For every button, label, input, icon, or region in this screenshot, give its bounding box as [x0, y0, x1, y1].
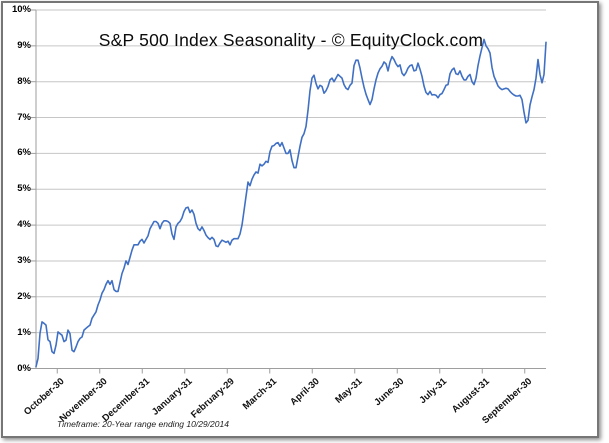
- y-axis-label: 7%: [17, 111, 31, 123]
- y-axis-label: 1%: [17, 326, 31, 338]
- y-axis-label: 6%: [17, 147, 31, 159]
- y-axis-label: 9%: [17, 39, 31, 51]
- series-line: [35, 38, 547, 368]
- y-axis-label: 4%: [17, 219, 31, 231]
- y-axis-label: 8%: [17, 75, 31, 87]
- chart-title: S&P 500 Index Seasonality - © EquityCloc…: [98, 30, 484, 50]
- y-axis-label: 10%: [11, 4, 31, 15]
- y-axis-label: 0%: [17, 362, 31, 374]
- y-axis-label: 3%: [17, 254, 31, 266]
- chart-frame: [1, 1, 599, 438]
- y-axis-label: 2%: [17, 290, 31, 302]
- y-axis-label: 5%: [17, 183, 31, 195]
- timeframe-footnote: Timeframe: 20-Year range ending 10/29/20…: [57, 419, 229, 429]
